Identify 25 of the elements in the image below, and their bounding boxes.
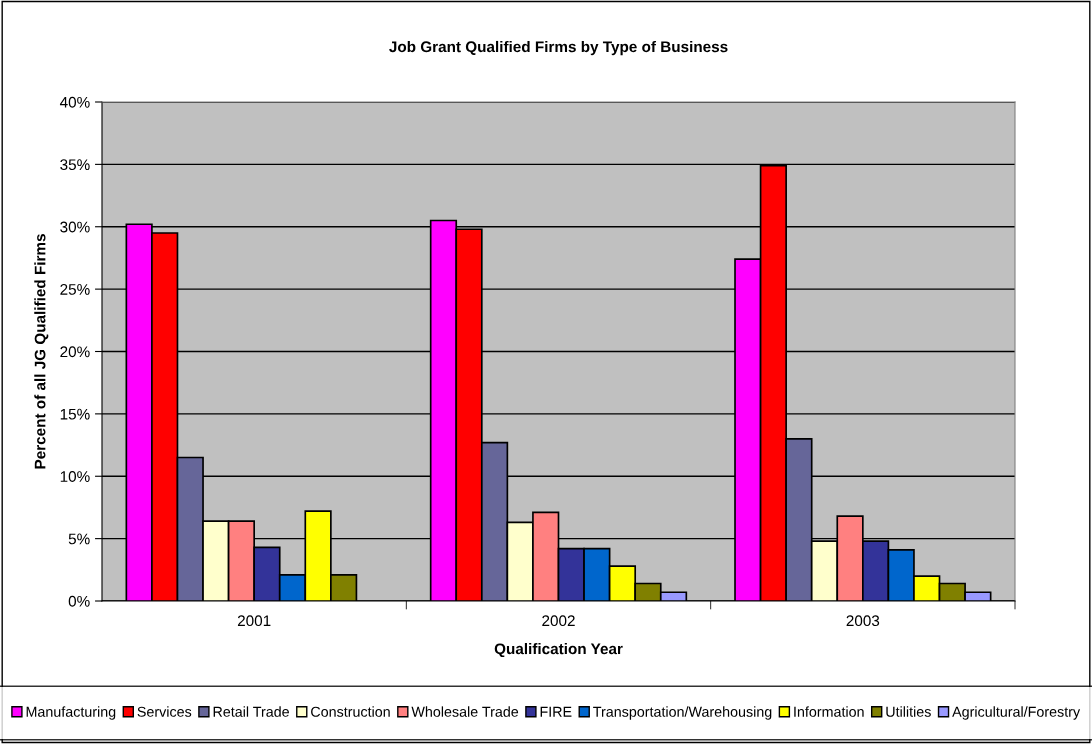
y-tick-label: 0% <box>68 595 90 607</box>
legend-label: Utilities <box>886 706 931 717</box>
legend-label: Manufacturing <box>26 706 116 720</box>
y-tick-label: 35% <box>60 159 90 171</box>
x-tick-label: 2002 <box>542 615 575 627</box>
y-axis-title: Percent of all JG Qualified Firms <box>34 234 49 469</box>
legend-label: Information <box>794 706 864 717</box>
y-tick-label: 25% <box>60 283 90 295</box>
chart-title: Job Grant Qualified Firms by Type of Business <box>389 40 728 56</box>
x-tick-label: 2003 <box>846 615 880 627</box>
y-tick-label: 5% <box>68 533 90 545</box>
y-tick-label: 10% <box>60 471 90 482</box>
y-tick-label: 30% <box>60 221 90 233</box>
legend-label: Wholesale Trade <box>411 706 519 717</box>
legend-label: Construction <box>311 706 390 717</box>
legend-label: Transportation/Warehousing <box>593 706 772 720</box>
x-axis-title: Qualification Year <box>494 643 623 658</box>
legend-label: Agricultural/Forestry <box>952 706 1081 720</box>
legend-label: Retail Trade <box>213 706 289 717</box>
y-tick-label: 40% <box>59 96 90 108</box>
x-tick-label: 2001 <box>237 615 271 627</box>
legend-label: FIRE <box>540 706 572 717</box>
y-tick-label: 15% <box>60 408 90 420</box>
y-tick-label: 20% <box>60 346 90 358</box>
legend-label: Services <box>137 706 192 717</box>
